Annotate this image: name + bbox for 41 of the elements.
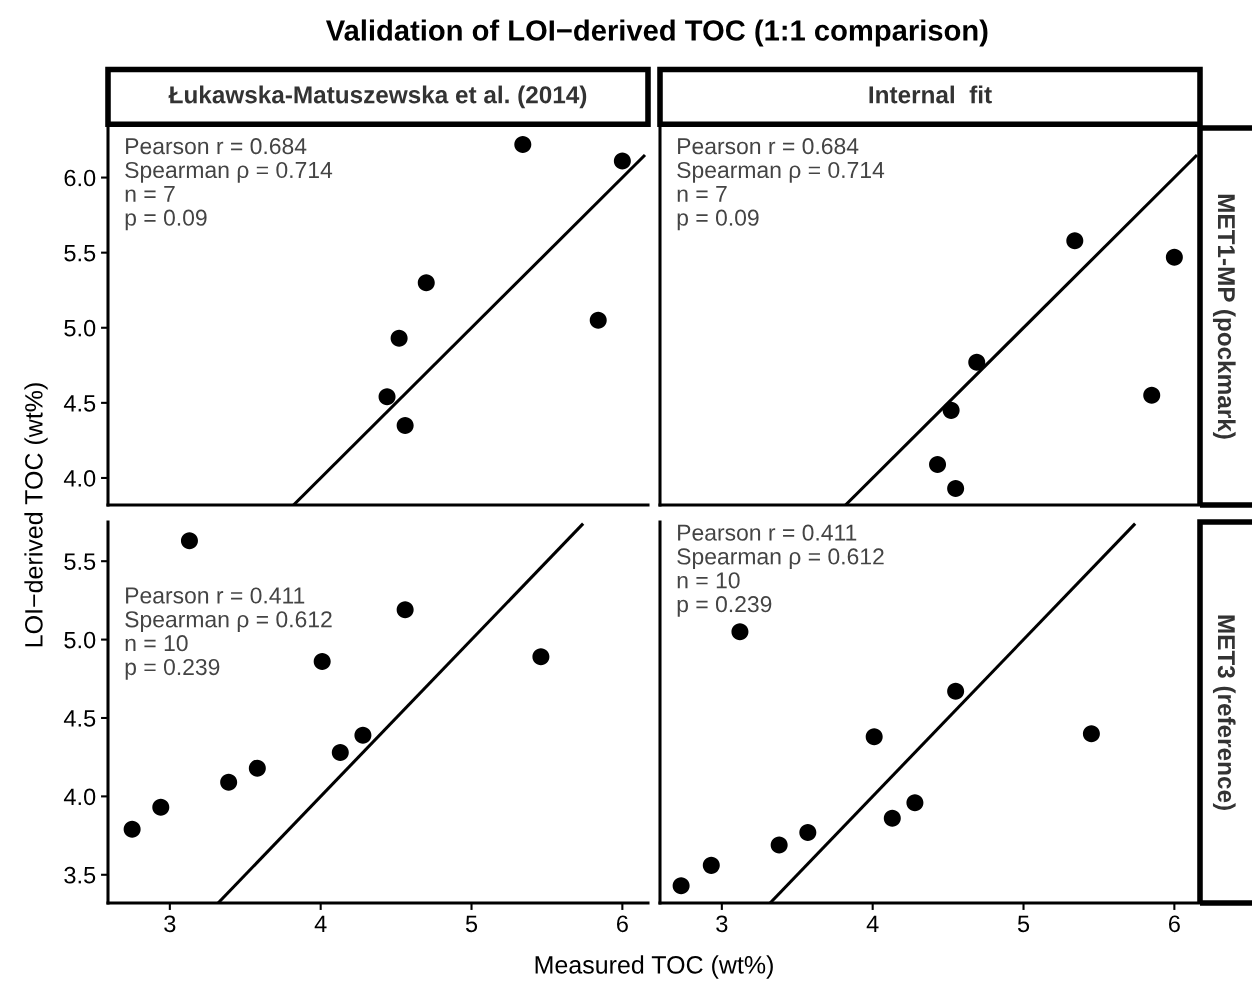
annotation: p = 0.09 (677, 209, 759, 231)
y-axis-title: LOI−derived TOC (wt%) (24, 383, 48, 647)
annotation: Pearson r = 0.411 (678, 524, 857, 541)
y2-axis-title: MET1-MP (pockmark) (1212, 194, 1236, 439)
y-tick-label: 4.5 (63, 395, 96, 412)
y-tick-label: 3.5 (64, 866, 96, 884)
annotation: n = 10 (677, 572, 740, 589)
x-tick-label: 4 (866, 915, 879, 932)
annotation: n = 10 (125, 635, 188, 652)
annotation: p = 0.09 (125, 209, 207, 231)
y-tick-label: 5.5 (64, 553, 96, 570)
y-tick-label: 6.0 (64, 169, 96, 187)
annotation: Pearson r = 0.411 (126, 587, 305, 604)
y-tick-label: 5.5 (64, 244, 96, 262)
x-tick-label: 3 (164, 915, 176, 933)
chart-title: Validation of LOI−derived TOC (1:1 comparison) (325, 19, 988, 47)
y-tick-label: 5.0 (64, 631, 96, 649)
annotation: Spearman ρ = 0.612 (677, 548, 884, 570)
annotation: p = 0.239 (125, 658, 220, 680)
x-tick-label: 3 (716, 915, 728, 933)
annotation: Pearson r = 0.684 (678, 138, 859, 155)
y-tick-label: 5.0 (64, 319, 96, 337)
annotation: Spearman ρ = 0.714 (125, 161, 333, 183)
y-tick-label: 4.0 (63, 470, 96, 487)
annotation: Spearman ρ = 0.714 (677, 161, 885, 183)
annotation: n = 7 (677, 185, 727, 202)
annotation: n = 7 (125, 185, 175, 202)
x-tick-label: 6 (1168, 915, 1180, 933)
y2-axis-title: MET3 (reference) (1212, 615, 1236, 810)
annotation: Spearman ρ = 0.612 (125, 611, 332, 632)
chart-subtitle: Łukawska-Matuszewska et al. (2014) (168, 85, 587, 109)
annotation: p = 0.239 (677, 596, 772, 617)
y-tick-label: 4.5 (63, 710, 96, 727)
x-tick-label: 5 (465, 915, 478, 933)
x-axis-title: Measured TOC (wt%) (535, 955, 773, 979)
y-tick-label: 4.0 (63, 788, 96, 806)
x-tick-label: 5 (1017, 915, 1030, 933)
chart-subtitle: Internal fit (869, 85, 992, 104)
x-tick-label: 4 (314, 915, 327, 932)
x-tick-label: 6 (616, 915, 628, 933)
annotation: Pearson r = 0.684 (126, 138, 307, 155)
